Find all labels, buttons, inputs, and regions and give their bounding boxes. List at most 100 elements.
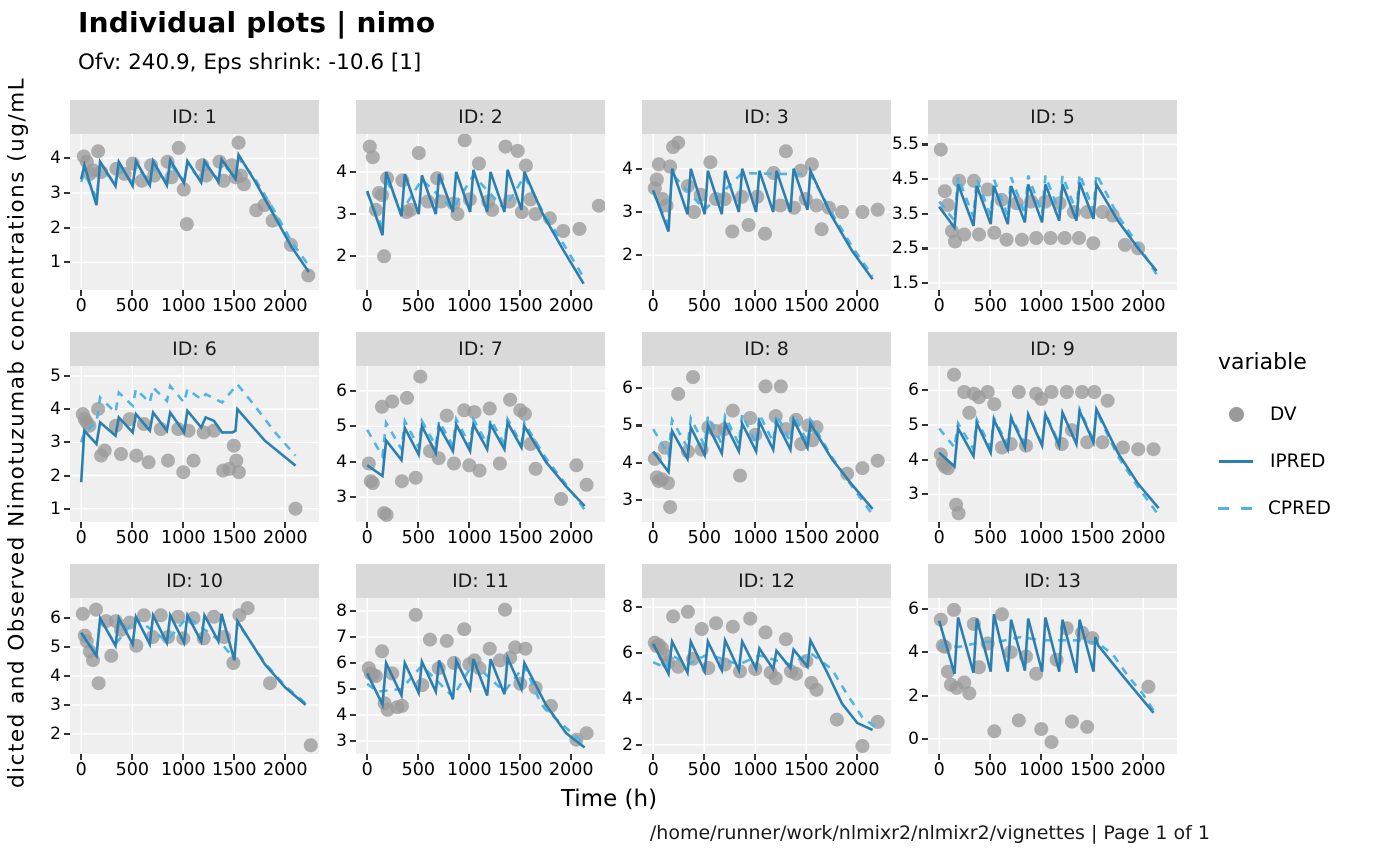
y-tick-mark xyxy=(350,714,356,717)
dv-point xyxy=(778,144,793,159)
ipred-line xyxy=(79,405,297,483)
facet-plot-area xyxy=(642,598,891,754)
x-tick-mark xyxy=(989,754,992,760)
x-tick-mark xyxy=(366,290,369,296)
ipred-line xyxy=(652,415,874,510)
dv-point xyxy=(114,447,128,461)
y-tick-label: 3 xyxy=(50,432,61,453)
dv-point xyxy=(663,500,678,515)
facet-grid: ID: 1 1 2 3 4 0 500 1000 1500 2000 ID: 2 2 3 4 0 500 100… xyxy=(36,100,1180,780)
dv-point xyxy=(467,405,482,420)
dv-point xyxy=(365,150,380,165)
facet-y-axis: 2 4 6 8 xyxy=(608,597,642,755)
x-tick-label: 1500 xyxy=(212,528,257,548)
y-tick-mark xyxy=(922,607,928,610)
dv-point xyxy=(647,451,662,466)
facet-x-axis: 0 500 1000 1500 2000 xyxy=(894,522,1177,548)
facet: ID: 12 2 4 6 8 0 500 1000 1500 2000 xyxy=(608,564,891,780)
dv-point xyxy=(829,712,844,727)
facet-plot-area xyxy=(70,598,319,754)
dv-point xyxy=(160,154,175,169)
x-tick-mark xyxy=(938,522,941,528)
dv-point xyxy=(411,146,426,160)
x-tick-mark xyxy=(856,290,859,296)
legend-entry-dv: DV xyxy=(1218,399,1398,429)
facet-x-axis: 0 500 1000 1500 2000 xyxy=(608,290,891,316)
facet: ID: 13 0 2 4 6 0 500 1000 1500 2000 xyxy=(894,564,1177,780)
dv-point xyxy=(569,458,584,473)
x-tick-mark xyxy=(284,754,287,760)
dv-point xyxy=(403,202,418,217)
y-tick-label: 0 xyxy=(908,728,919,749)
y-tick-mark xyxy=(636,211,642,214)
dv-point xyxy=(472,156,486,171)
dv-point xyxy=(649,172,664,187)
dv-point xyxy=(408,470,423,485)
facet-strip-label: ID: 10 xyxy=(70,564,319,598)
dv-point xyxy=(940,664,955,679)
facet-plot-area xyxy=(356,598,605,754)
dv-point xyxy=(666,609,681,624)
dv-point xyxy=(303,738,318,753)
ipred-line xyxy=(652,635,874,732)
x-tick-label: 0 xyxy=(933,760,945,780)
dv-point xyxy=(1087,385,1102,399)
dv-point xyxy=(1044,385,1059,399)
x-tick-label: 0 xyxy=(361,760,373,780)
dv-point xyxy=(1072,231,1086,245)
x-tick-label: 1000 xyxy=(1019,528,1064,548)
page-title: Individual plots | nimo xyxy=(78,6,436,39)
y-tick-mark xyxy=(64,617,70,620)
dv-point xyxy=(1034,391,1049,406)
legend-label-cpred: CPRED xyxy=(1268,497,1331,519)
dv-point xyxy=(1118,237,1132,252)
y-tick-label: 3 xyxy=(336,487,347,508)
legend-title: variable xyxy=(1218,350,1307,375)
dv-point xyxy=(137,608,151,623)
dv-point xyxy=(171,140,186,155)
dv-point xyxy=(840,466,855,481)
y-tick-label: 2 xyxy=(50,723,61,744)
ipred-line xyxy=(80,610,307,706)
x-tick-label: 1500 xyxy=(1070,760,1115,780)
x-tick-label: 1500 xyxy=(498,760,543,780)
x-tick-mark xyxy=(1091,522,1094,528)
y-tick-label: 4 xyxy=(50,666,61,686)
x-tick-label: 2000 xyxy=(263,296,308,316)
dv-point xyxy=(1029,231,1044,245)
dv-point xyxy=(365,476,380,490)
y-tick-mark xyxy=(922,143,928,146)
y-tick-mark xyxy=(922,282,928,285)
facet-strip-label: ID: 5 xyxy=(928,100,1177,134)
facet-y-axis: 3 4 5 6 7 8 xyxy=(322,598,356,754)
dv-point xyxy=(980,182,995,197)
dv-point xyxy=(947,602,961,617)
facet-y-axis: 2 3 4 5 6 xyxy=(36,598,70,754)
y-tick-mark xyxy=(350,636,356,639)
dv-point xyxy=(809,198,824,213)
page-subtitle: Ofv: 240.9, Eps shrink: -10.6 [1] xyxy=(78,50,422,75)
y-tick-label: 4 xyxy=(622,688,633,709)
y-tick-label: 2 xyxy=(336,246,347,267)
x-tick-label: 1500 xyxy=(1070,296,1115,316)
dv-point xyxy=(498,139,513,154)
facet-y-axis: 1 2 3 4 5 xyxy=(36,366,70,522)
y-tick-label: 5 xyxy=(336,416,347,437)
dv-point xyxy=(671,386,686,401)
cpred-line xyxy=(79,155,310,267)
x-tick-label: 500 xyxy=(401,296,435,316)
dv-point xyxy=(940,198,955,213)
facet-y-axis: 3 4 5 6 xyxy=(894,366,928,522)
dv-point xyxy=(1075,385,1090,399)
y-tick-label: 3 xyxy=(336,204,347,225)
dv-point xyxy=(503,392,518,407)
x-tick-label: 1500 xyxy=(1070,528,1115,548)
y-tick-label: 8 xyxy=(622,597,633,618)
y-tick-label: 6 xyxy=(908,380,919,401)
x-tick-mark xyxy=(80,522,83,528)
dv-point xyxy=(651,157,666,172)
facet-plot-area xyxy=(70,366,319,522)
dv-point xyxy=(288,501,303,516)
facet-x-axis: 0 500 1000 1500 2000 xyxy=(322,522,605,548)
dv-point xyxy=(1100,393,1115,408)
